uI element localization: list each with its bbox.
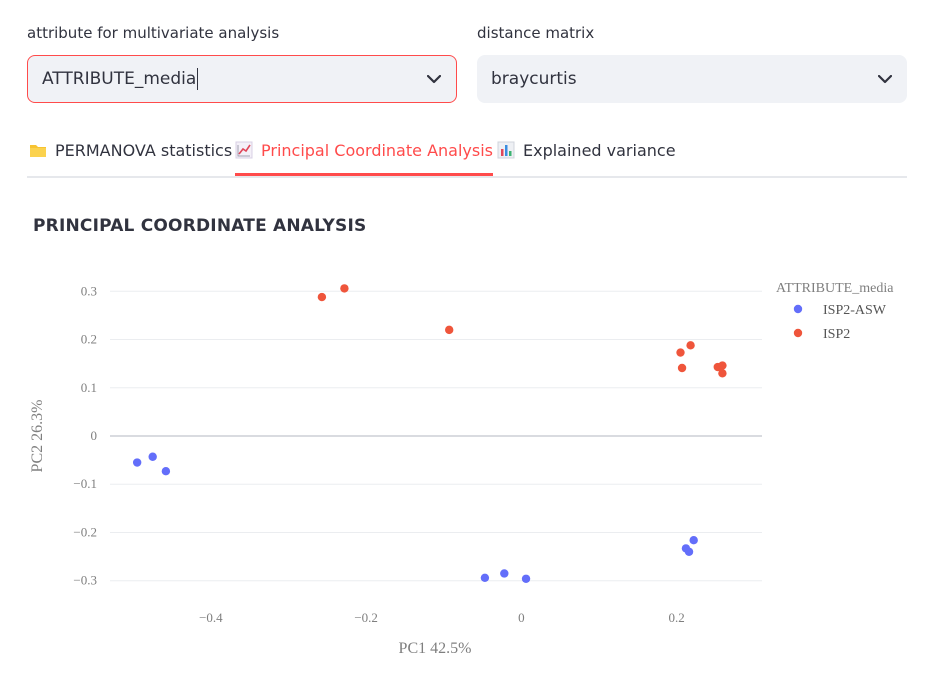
data-point-isp2 <box>718 369 727 378</box>
y-tick-label: 0.2 <box>81 332 97 347</box>
data-point-isp2-asw <box>480 573 490 583</box>
data-point-isp2-asw <box>500 569 509 578</box>
data-point-isp2 <box>686 341 695 350</box>
folder-icon <box>29 142 47 158</box>
tab-bar: PERMANOVA statistics Principal Coordinat… <box>27 126 907 178</box>
tab-label: PERMANOVA statistics <box>55 140 233 160</box>
data-point-isp2-asw <box>521 574 531 583</box>
y-tick-label: −0.3 <box>73 573 97 588</box>
x-tick-label: −0.2 <box>354 610 378 625</box>
data-point-isp2-asw <box>132 458 142 467</box>
x-tick-label: −0.4 <box>199 610 223 625</box>
distance-select[interactable]: braycurtis <box>477 55 907 103</box>
chart-line-icon <box>235 141 253 159</box>
attribute-select[interactable]: ATTRIBUTE_media <box>27 55 457 103</box>
data-point-isp2 <box>677 363 687 373</box>
tab-explained-variance[interactable]: Explained variance <box>497 126 676 174</box>
x-axis-title: PC1 42.5% <box>399 640 472 657</box>
data-point-isp2 <box>444 325 454 335</box>
data-point-isp2 <box>676 348 685 357</box>
data-point-isp2 <box>317 292 327 302</box>
data-point-isp2-asw <box>161 467 171 476</box>
grid-lines <box>110 290 762 582</box>
legend-item-label: ISP2-ASW <box>823 303 887 318</box>
legend-marker <box>793 328 803 338</box>
legend-title: ATTRIBUTE_media <box>776 281 894 296</box>
data-points <box>132 284 727 583</box>
data-point-isp2-asw <box>684 547 694 556</box>
chart-title: PRINCIPAL COORDINATE ANALYSIS <box>33 216 367 236</box>
y-tick-label: 0.3 <box>81 283 97 298</box>
y-tick-label: −0.2 <box>73 524 97 539</box>
legend-marker <box>793 304 803 314</box>
tab-label: Explained variance <box>523 140 676 160</box>
distance-select-label: distance matrix <box>477 24 595 42</box>
x-tick-labels: −0.4 −0.2 0 0.2 <box>199 610 685 625</box>
attribute-select-label: attribute for multivariate analysis <box>27 24 280 42</box>
legend: ATTRIBUTE_media ISP2-ASW ISP2 <box>776 281 894 342</box>
distance-select-value: braycurtis <box>491 69 577 89</box>
tab-label: Principal Coordinate Analysis <box>261 140 493 160</box>
legend-item-label: ISP2 <box>823 327 850 342</box>
y-tick-label: −0.1 <box>73 476 97 491</box>
attribute-select-value: ATTRIBUTE_media <box>42 68 199 90</box>
tab-permanova-statistics[interactable]: PERMANOVA statistics <box>29 126 232 174</box>
data-point-isp2-asw <box>148 452 157 461</box>
x-tick-label: 0.2 <box>668 610 684 625</box>
x-tick-label: 0 <box>518 610 525 625</box>
chevron-down-icon <box>426 71 442 87</box>
y-axis-title: PC2 26.3% <box>29 400 46 473</box>
y-tick-labels: 0.3 0.2 0.1 0 −0.1 −0.2 −0.3 <box>73 283 97 587</box>
data-point-isp2 <box>718 361 727 370</box>
bar-chart-icon <box>497 141 515 159</box>
tab-principal-coordinate-analysis[interactable]: Principal Coordinate Analysis <box>235 126 493 176</box>
y-tick-label: 0.1 <box>81 380 97 395</box>
chevron-down-icon <box>877 71 893 87</box>
data-point-isp2-asw <box>689 535 698 545</box>
data-point-isp2 <box>340 284 349 293</box>
y-tick-label: 0 <box>91 428 98 443</box>
